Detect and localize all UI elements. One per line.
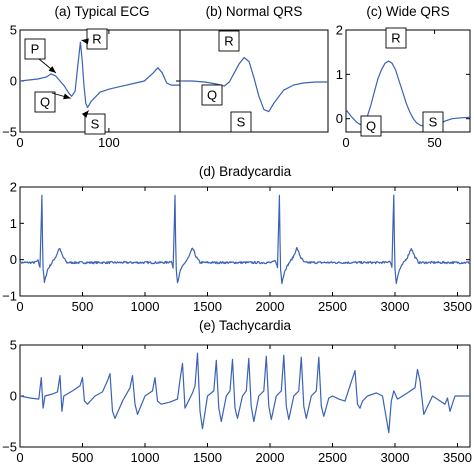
- y-tick-label: 2: [10, 180, 17, 195]
- panel-c-frame: [345, 29, 471, 133]
- ecg-trace: [19, 194, 471, 285]
- label-q-box: [201, 84, 223, 106]
- y-tick-label: 0: [10, 252, 17, 267]
- panel-e: (e) Tachycardia 0 500 1000 1500 2000 2500 3000…: [2, 318, 472, 465]
- label-r-box: [385, 27, 407, 49]
- x-tick-label: 1000: [131, 299, 160, 314]
- x-tick-label: 1500: [193, 299, 222, 314]
- x-tick-label: 500: [72, 299, 94, 314]
- y-tick-label: 1: [336, 67, 343, 82]
- x-tick-label: 0: [342, 135, 349, 150]
- x-tick-label: 1000: [131, 450, 160, 465]
- panel-c-axes: 0 50 2 1 0 R Q S: [336, 23, 471, 150]
- ecg-trace: [19, 41, 180, 109]
- label-q: Q: [40, 95, 50, 110]
- x-tick-label: 3000: [381, 299, 410, 314]
- panel-d: (d) Bradycardia 0 500 1000 1500 2000 2500 3000…: [2, 164, 472, 314]
- label-r-box: [218, 30, 240, 52]
- x-tick-label: 2500: [318, 450, 347, 465]
- x-tick-label: 2000: [256, 450, 285, 465]
- panel-b-axes: R Q S: [179, 29, 329, 133]
- y-tick-label: 1: [10, 216, 17, 231]
- label-q-box: [34, 91, 56, 113]
- label-s-box: [422, 111, 444, 133]
- y-tick-label: 0: [336, 111, 343, 126]
- pointer-arrowhead: [81, 110, 89, 118]
- label-r: R: [92, 32, 101, 47]
- label-p: P: [31, 42, 40, 57]
- pointer-arrowhead: [63, 93, 71, 100]
- panel-e-title: (e) Tachycardia: [199, 318, 292, 333]
- label-s: S: [237, 115, 246, 130]
- y-tick-label: 2: [336, 23, 343, 38]
- panel-b-frame: [179, 29, 329, 133]
- y-tick-label: −5: [2, 440, 17, 455]
- y-tick-label: 0: [10, 389, 17, 404]
- x-tick-label: 100: [98, 135, 120, 150]
- x-tick-label: 0: [16, 135, 23, 150]
- x-tick-label: 500: [72, 450, 94, 465]
- panel-d-title: (d) Bradycardia: [199, 164, 292, 179]
- label-p-box: [24, 38, 46, 60]
- pointer-arrowhead: [81, 38, 89, 45]
- pointer-arrowhead: [48, 66, 56, 73]
- x-tick-label: 3000: [381, 450, 410, 465]
- label-s: S: [429, 115, 438, 130]
- label-q: Q: [366, 119, 376, 134]
- panel-a-title: (a) Typical ECG: [54, 4, 149, 19]
- x-tick-label: 0: [16, 299, 23, 314]
- panel-b: (b) Normal QRS R Q S: [179, 4, 329, 133]
- label-q-box: [360, 115, 382, 137]
- ecg-trace: [180, 56, 328, 113]
- x-tick-label: 3500: [443, 450, 472, 465]
- x-tick-label: 0: [16, 450, 23, 465]
- label-r: R: [224, 34, 233, 49]
- x-tick-label: 1500: [193, 450, 222, 465]
- label-s-box: [230, 111, 252, 133]
- x-tick-label: 2500: [318, 299, 347, 314]
- y-tick-label: 5: [10, 23, 17, 38]
- y-tick-label: −5: [2, 125, 17, 140]
- y-tick-label: 0: [10, 74, 17, 89]
- x-tick-label: 50: [427, 135, 441, 150]
- y-tick-label: 5: [10, 338, 17, 353]
- y-tick-label: −1: [2, 289, 17, 304]
- panel-b-title: (b) Normal QRS: [206, 4, 303, 19]
- label-s-box: [84, 113, 106, 135]
- ecg-trace: [19, 352, 470, 434]
- panel-c-title: (c) Wide QRS: [366, 4, 449, 19]
- x-tick-label: 2000: [256, 299, 285, 314]
- x-tick-label: 3500: [443, 299, 472, 314]
- label-q: Q: [207, 88, 217, 103]
- label-r: R: [391, 31, 400, 46]
- label-s: S: [91, 117, 100, 132]
- panel-d-frame: [19, 186, 471, 297]
- panel-c: (c) Wide QRS 0 50 2 1 0 R Q S: [336, 4, 471, 150]
